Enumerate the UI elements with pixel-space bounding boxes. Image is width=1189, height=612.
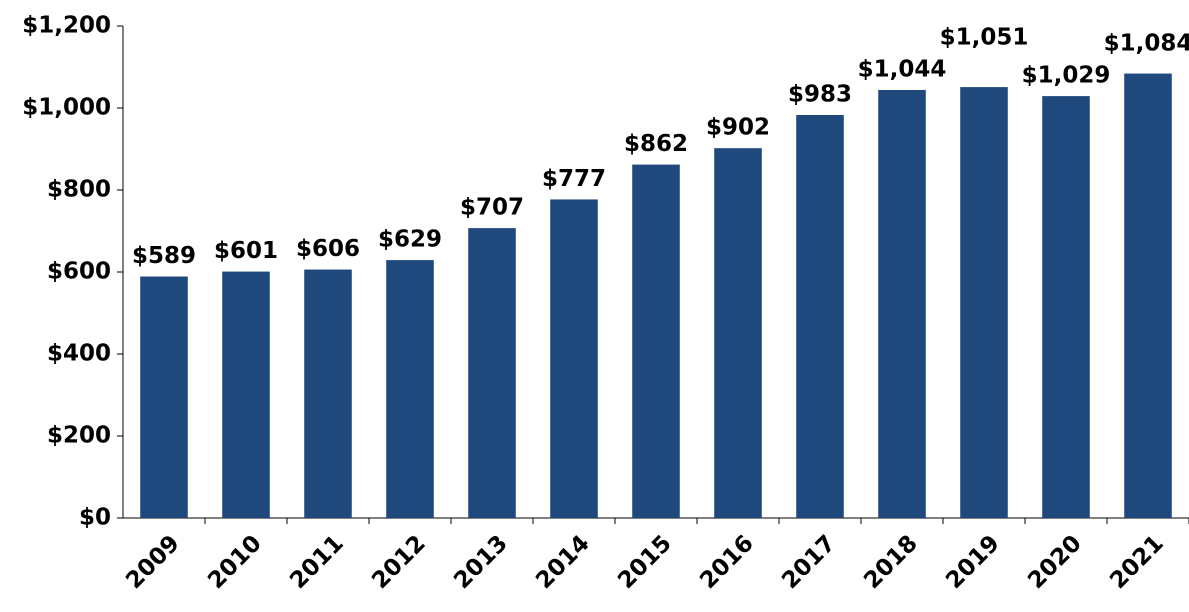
value-label: $1,044 [858,56,947,82]
value-label: $983 [788,81,852,107]
y-tick-label: $1,000 [22,95,111,121]
bar [1124,73,1172,518]
value-label: $1,084 [1104,31,1189,57]
value-label: $589 [132,243,196,269]
x-tick-label: 2015 [613,530,677,594]
value-label: $862 [624,131,688,157]
value-label: $606 [296,236,360,262]
value-label: $601 [214,238,278,264]
x-tick-label: 2011 [285,530,349,594]
value-label: $1,029 [1022,63,1111,89]
bar [714,148,762,518]
y-tick-label: $400 [47,341,111,367]
bar [878,89,926,519]
value-label: $707 [460,195,524,221]
x-tick-label: 2020 [1023,530,1087,594]
x-tick-label: 2016 [695,530,759,594]
bar [632,164,680,518]
value-label: $902 [706,115,770,141]
x-tick-label: 2021 [1105,530,1169,594]
y-tick-label: $200 [47,423,111,449]
x-tick-label: 2009 [121,530,185,594]
value-label: $629 [378,227,442,253]
bar [386,260,434,518]
x-tick-label: 2014 [531,530,595,594]
bar [468,228,516,518]
bar [796,114,844,518]
bar [550,199,598,518]
x-tick-label: 2019 [941,530,1005,594]
y-tick-label: $0 [79,505,111,531]
value-label: $777 [542,166,606,192]
x-tick-label: 2012 [367,530,431,594]
bar [304,269,352,518]
x-tick-label: 2010 [203,530,267,594]
bar [960,87,1008,518]
y-tick-label: $800 [47,177,111,203]
x-tick-label: 2013 [449,530,513,594]
y-tick-label: $600 [47,259,111,285]
bar [222,271,270,518]
y-tick-label: $1,200 [22,13,111,39]
bar [1042,96,1090,519]
value-label: $1,051 [940,24,1029,50]
x-tick-label: 2017 [777,530,841,594]
x-tick-label: 2018 [859,530,923,594]
bar [140,276,188,518]
